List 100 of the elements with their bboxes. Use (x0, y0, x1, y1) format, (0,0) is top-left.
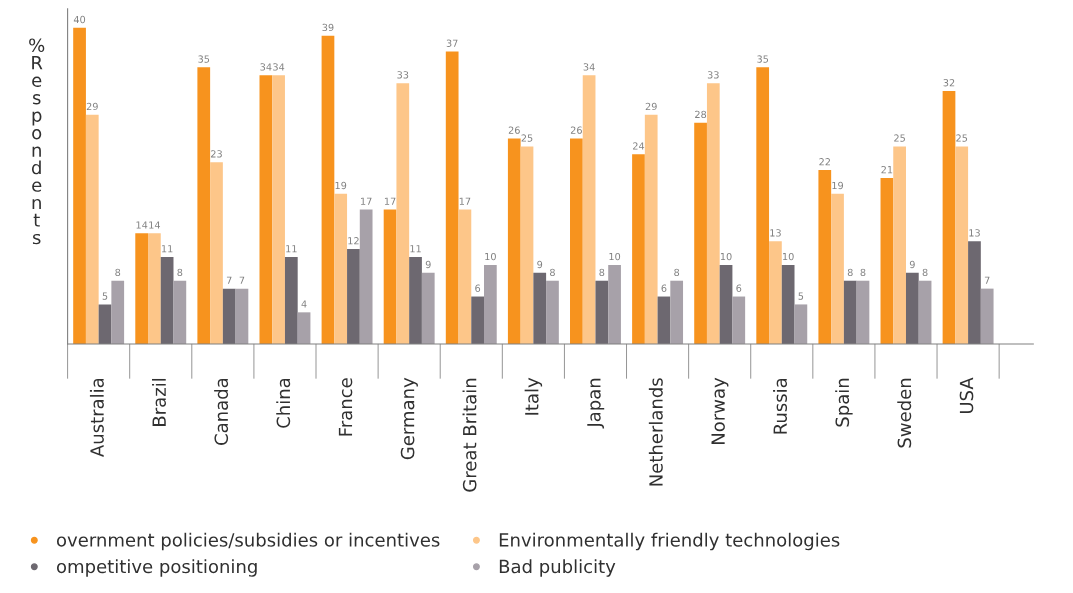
bar (968, 241, 981, 344)
bar (197, 67, 211, 344)
x-tick-label: Sweden (897, 378, 912, 448)
bar (955, 146, 969, 344)
bar (445, 51, 459, 344)
data-label: 34 (583, 63, 595, 71)
data-label: 8 (599, 268, 605, 277)
bar (396, 83, 410, 344)
data-label: 8 (847, 268, 853, 277)
bar (359, 209, 373, 344)
bar (98, 304, 112, 344)
x-tick-label: Canada (214, 378, 229, 445)
bar (160, 257, 174, 344)
data-label: 25 (894, 134, 905, 142)
bar (893, 146, 906, 344)
bar (856, 280, 870, 344)
bar (484, 264, 497, 344)
bar (173, 280, 187, 344)
x-tick-label: France (338, 378, 353, 436)
data-label: 25 (521, 134, 533, 142)
bar (657, 296, 671, 344)
bar (222, 288, 236, 344)
bar (347, 249, 360, 344)
bar (843, 280, 857, 344)
bar (582, 75, 596, 344)
data-label: 11 (162, 245, 173, 253)
bar (905, 272, 919, 344)
data-label: 7 (984, 276, 990, 284)
bar (608, 264, 621, 344)
data-label: 21 (881, 165, 893, 174)
data-label: 14 (136, 221, 148, 229)
data-label: 7 (226, 276, 232, 284)
data-label: 28 (695, 110, 707, 119)
bar (942, 91, 956, 344)
legend-label: ompetitive positioning (56, 559, 257, 577)
legend-label: overnment policies/subsidies or incentives (56, 532, 440, 551)
bar (831, 193, 844, 344)
x-tick-label: Spain (835, 378, 853, 427)
bar (334, 193, 348, 344)
bar (769, 241, 782, 344)
bar (918, 280, 932, 344)
data-label: 10 (485, 252, 496, 261)
bar (880, 178, 894, 344)
data-label: 9 (425, 260, 431, 269)
bar (135, 233, 149, 344)
x-tick-label: China (276, 378, 291, 428)
data-label: 9 (909, 260, 915, 269)
data-label: 4 (301, 300, 307, 308)
bar (546, 280, 559, 344)
data-label: 35 (757, 55, 769, 63)
bar (73, 27, 86, 344)
data-label: 26 (570, 126, 582, 134)
x-tick-label: Germany (400, 377, 418, 460)
x-tick-label: Russia (773, 378, 788, 434)
data-label: 5 (102, 292, 108, 300)
data-label: 8 (860, 268, 866, 277)
data-label: 33 (397, 71, 409, 79)
data-label: 8 (115, 268, 121, 277)
data-label: 17 (384, 197, 396, 205)
data-label: 33 (707, 71, 719, 79)
bar (781, 264, 795, 344)
data-label: 6 (661, 284, 667, 292)
bar (471, 296, 484, 344)
bar (520, 146, 534, 344)
data-label: 40 (73, 15, 86, 24)
data-label: 34 (273, 63, 285, 71)
bar (235, 288, 249, 344)
bar (794, 304, 808, 344)
data-label: 17 (361, 197, 372, 205)
text: % Respondents (29, 38, 45, 245)
data-label: 13 (770, 229, 781, 237)
legend-label: Bad publicity (499, 559, 616, 577)
bar (595, 280, 609, 344)
x-tick-label: Great Britain (462, 378, 477, 492)
data-label: 10 (720, 252, 732, 261)
bar (632, 154, 645, 344)
bar (732, 296, 746, 344)
x-tick-label: Norway (711, 377, 729, 444)
data-label: 13 (969, 229, 980, 237)
bar (421, 272, 435, 344)
data-label: 29 (645, 102, 657, 111)
data-label: 39 (322, 23, 334, 32)
data-label: 10 (783, 252, 794, 261)
data-label: 29 (86, 102, 98, 111)
data-label: 10 (609, 252, 621, 261)
data-label: 34 (260, 63, 272, 71)
data-label: 12 (348, 237, 359, 245)
data-label: 22 (819, 158, 830, 166)
data-label: 23 (211, 150, 222, 158)
data-label: 17 (459, 197, 471, 205)
data-label: 19 (335, 181, 347, 190)
data-label: 6 (736, 284, 742, 292)
bar (533, 272, 547, 344)
data-label: 8 (674, 268, 680, 277)
bar (507, 138, 521, 344)
x-tick-label: Brazil (152, 378, 166, 426)
data-label: 8 (177, 268, 183, 277)
bar (321, 35, 335, 344)
data-label: 8 (550, 268, 555, 277)
bar (259, 75, 273, 344)
